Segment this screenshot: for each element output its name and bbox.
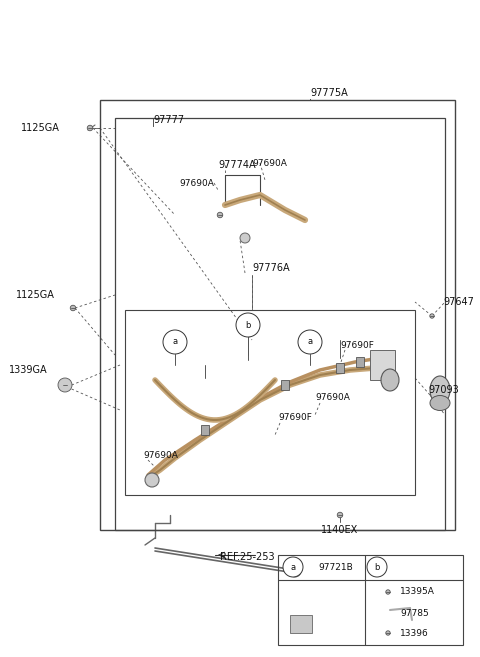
Text: b: b xyxy=(245,321,251,330)
Circle shape xyxy=(58,378,72,392)
Text: 97093: 97093 xyxy=(428,385,459,395)
Circle shape xyxy=(217,212,223,217)
Bar xyxy=(370,350,395,380)
Circle shape xyxy=(163,330,187,354)
Bar xyxy=(356,357,364,367)
Text: 1125GA: 1125GA xyxy=(16,290,55,300)
Text: 1125GA: 1125GA xyxy=(21,123,60,133)
Ellipse shape xyxy=(381,369,399,391)
Circle shape xyxy=(386,590,390,594)
Circle shape xyxy=(337,512,343,518)
Text: 97690A: 97690A xyxy=(252,158,287,168)
Text: 97777: 97777 xyxy=(153,115,184,125)
Circle shape xyxy=(62,382,68,388)
Bar xyxy=(290,615,312,633)
Text: 97690A: 97690A xyxy=(143,451,178,459)
Bar xyxy=(100,100,455,530)
Text: 97647: 97647 xyxy=(443,297,474,307)
Circle shape xyxy=(430,314,434,318)
Text: 1140EX: 1140EX xyxy=(322,525,359,535)
Bar xyxy=(278,555,463,645)
Bar xyxy=(115,118,445,530)
Circle shape xyxy=(386,631,390,635)
Text: b: b xyxy=(374,562,380,572)
Circle shape xyxy=(236,313,260,337)
Bar xyxy=(125,310,415,495)
Text: 1339GA: 1339GA xyxy=(10,365,48,375)
Text: a: a xyxy=(290,562,296,572)
Circle shape xyxy=(87,125,93,131)
Ellipse shape xyxy=(430,376,450,404)
Text: a: a xyxy=(307,338,312,346)
Text: 97721B: 97721B xyxy=(318,562,353,572)
Text: 97785: 97785 xyxy=(400,608,429,618)
Circle shape xyxy=(298,330,322,354)
Text: 97775A: 97775A xyxy=(310,88,348,98)
Text: REF.25-253: REF.25-253 xyxy=(220,552,275,562)
Text: 97690A: 97690A xyxy=(315,394,350,403)
Text: 13396: 13396 xyxy=(400,629,429,637)
Circle shape xyxy=(367,557,387,577)
Bar xyxy=(201,425,209,435)
Text: 97690F: 97690F xyxy=(278,413,312,422)
Text: 97774A: 97774A xyxy=(218,160,256,170)
Circle shape xyxy=(283,557,303,577)
Bar xyxy=(336,363,344,373)
Text: 97690A: 97690A xyxy=(179,179,214,187)
Text: a: a xyxy=(172,338,178,346)
Bar xyxy=(281,380,289,390)
Text: 97690F: 97690F xyxy=(340,340,374,350)
Text: 97776A: 97776A xyxy=(252,263,289,273)
Ellipse shape xyxy=(430,396,450,411)
Text: 13395A: 13395A xyxy=(400,587,435,597)
Circle shape xyxy=(145,473,159,487)
Circle shape xyxy=(70,306,76,311)
Circle shape xyxy=(240,233,250,243)
Circle shape xyxy=(289,565,301,577)
